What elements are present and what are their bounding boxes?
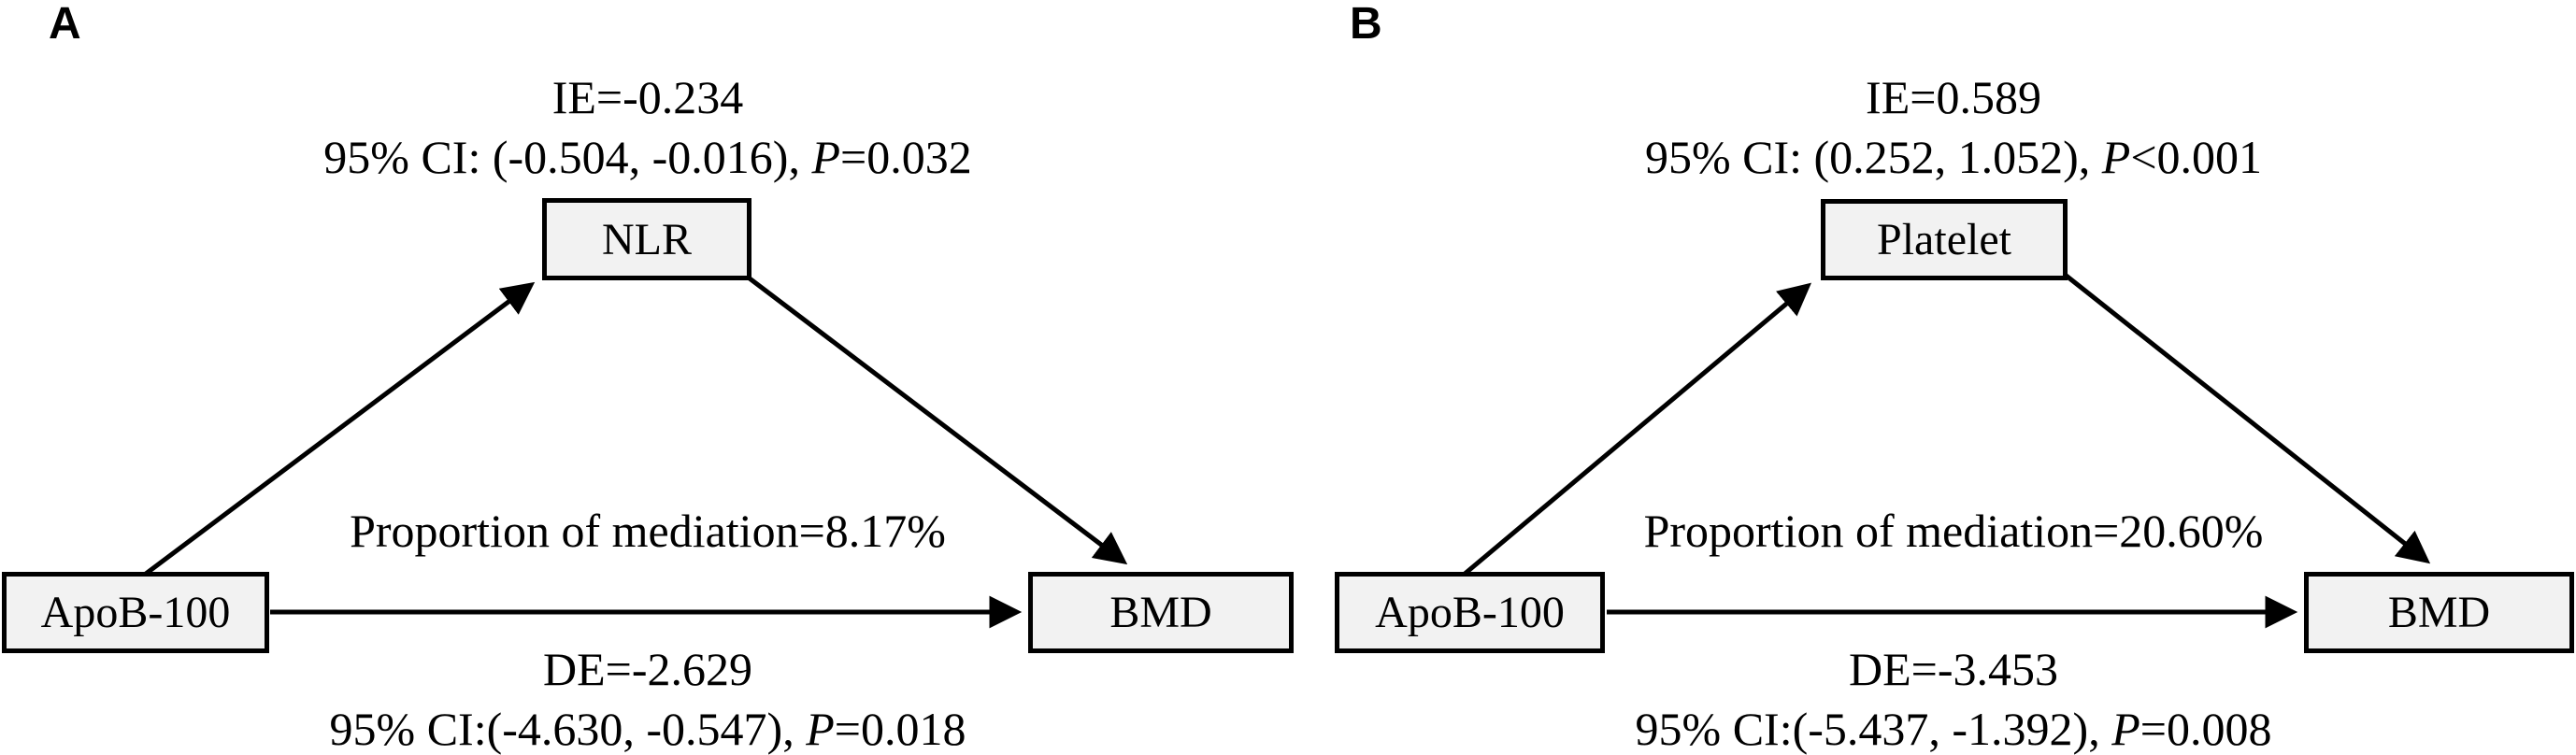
p-symbol-b-direct: P bbox=[2111, 703, 2140, 755]
p-value-a-direct: =0.018 bbox=[834, 703, 966, 755]
indirect-effect-value-b: IE=0.589 bbox=[1866, 71, 2041, 123]
ci-text-b-direct: 95% CI:(-5.437, -1.392), bbox=[1635, 703, 2112, 755]
arrow-a-mediator-to-outcome bbox=[744, 274, 1128, 565]
direct-effect-value-a: DE=-2.629 bbox=[543, 643, 752, 695]
arrow-a-exposure-to-mediator bbox=[136, 281, 536, 581]
mediator-box-b: Platelet bbox=[1821, 199, 2068, 280]
mediator-label-b: Platelet bbox=[1877, 215, 2011, 264]
indirect-effect-value-a: IE=-0.234 bbox=[551, 71, 744, 123]
proportion-text-b: Proportion of mediation=20.60% bbox=[1439, 501, 2468, 561]
indirect-effect-ci-a: 95% CI: (-0.504, -0.016), P=0.032 bbox=[134, 127, 1162, 187]
mediator-label-a: NLR bbox=[602, 214, 692, 264]
outcome-box-a: BMD bbox=[1028, 572, 1294, 653]
outcome-label-a: BMD bbox=[1109, 588, 1212, 637]
direct-effect-value-b: DE=-3.453 bbox=[1849, 643, 2058, 695]
direct-effect-text-a: DE=-2.629 95% CI:(-4.630, -0.547), P=0.0… bbox=[134, 639, 1162, 755]
ci-text-b-indirect: 95% CI: (0.252, 1.052), bbox=[1644, 131, 2102, 183]
outcome-label-b: BMD bbox=[2387, 588, 2491, 637]
p-value-b-direct: =0.008 bbox=[2140, 703, 2272, 755]
ci-text-a-indirect: 95% CI: (-0.504, -0.016), bbox=[323, 131, 812, 183]
exposure-box-a: ApoB-100 bbox=[2, 572, 269, 653]
mediator-box-a: NLR bbox=[542, 198, 751, 280]
indirect-effect-ci-b: 95% CI: (0.252, 1.052), P<0.001 bbox=[1439, 127, 2468, 187]
direct-effect-ci-a: 95% CI:(-4.630, -0.547), P=0.018 bbox=[134, 699, 1162, 755]
exposure-box-b: ApoB-100 bbox=[1335, 572, 1605, 653]
proportion-value-a: Proportion of mediation=8.17% bbox=[350, 505, 946, 557]
indirect-effect-text-a: IE=-0.234 95% CI: (-0.504, -0.016), P=0.… bbox=[134, 67, 1162, 187]
direct-effect-ci-b: 95% CI:(-5.437, -1.392), P=0.008 bbox=[1439, 699, 2468, 755]
p-value-b-indirect: <0.001 bbox=[2130, 131, 2263, 183]
arrow-b-exposure-to-mediator bbox=[1456, 282, 1812, 581]
panel-label-b: B bbox=[1350, 0, 1382, 49]
exposure-label-b: ApoB-100 bbox=[1375, 588, 1565, 637]
arrow-b-mediator-to-outcome bbox=[2062, 272, 2431, 564]
panel-label-a: A bbox=[49, 0, 81, 49]
exposure-label-a: ApoB-100 bbox=[40, 588, 231, 637]
direct-effect-text-b: DE=-3.453 95% CI:(-5.437, -1.392), P=0.0… bbox=[1439, 639, 2468, 755]
outcome-box-b: BMD bbox=[2304, 572, 2574, 653]
p-symbol-a-indirect: P bbox=[811, 131, 840, 183]
p-symbol-b-indirect: P bbox=[2101, 131, 2131, 183]
proportion-value-b: Proportion of mediation=20.60% bbox=[1643, 505, 2264, 557]
proportion-text-a: Proportion of mediation=8.17% bbox=[134, 501, 1162, 561]
ci-text-a-direct: 95% CI:(-4.630, -0.547), bbox=[329, 703, 807, 755]
p-symbol-a-direct: P bbox=[806, 703, 835, 755]
p-value-a-indirect: =0.032 bbox=[840, 131, 972, 183]
indirect-effect-text-b: IE=0.589 95% CI: (0.252, 1.052), P<0.001 bbox=[1439, 67, 2468, 187]
